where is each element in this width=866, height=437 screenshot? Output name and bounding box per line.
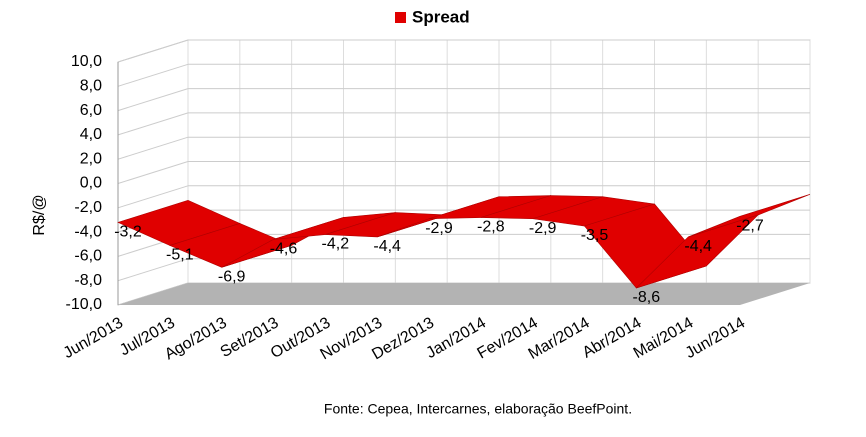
y-tick-label: -4,0	[74, 223, 102, 240]
side-grid-line	[117, 258, 189, 282]
side-grid-line	[117, 63, 189, 87]
data-label: -2,8	[477, 219, 505, 236]
legend-swatch	[395, 12, 406, 23]
y-tick-label: -6,0	[74, 248, 102, 265]
data-label: -5,1	[166, 247, 194, 264]
data-label: -4,2	[322, 236, 350, 253]
ribbon-segment	[688, 194, 811, 238]
y-tick-label: 4,0	[80, 126, 102, 143]
x-tick-label: Jun/2014	[683, 314, 749, 362]
y-tick-label: 0,0	[80, 175, 102, 192]
data-label: -3,2	[114, 224, 142, 241]
data-label: -3,5	[581, 227, 609, 244]
y-tick-label: 10,0	[71, 53, 102, 70]
side-grid-line	[117, 112, 189, 136]
data-label: -4,4	[684, 238, 712, 255]
data-label: -2,9	[425, 220, 453, 237]
y-tick-label: -8,0	[74, 272, 102, 289]
side-grid-line	[117, 136, 189, 160]
data-label: -8,6	[633, 289, 661, 306]
side-grid-line	[117, 185, 189, 209]
side-grid-line	[117, 161, 189, 184]
data-label: -4,6	[270, 241, 298, 258]
y-tick-label: -2,0	[74, 199, 102, 216]
y-tick-label: 8,0	[80, 78, 102, 95]
side-grid-line	[117, 88, 189, 112]
legend-label: Spread	[412, 7, 470, 26]
data-label: -2,9	[529, 220, 557, 237]
side-grid-line	[117, 39, 189, 63]
data-label: -6,9	[218, 269, 246, 286]
y-tick-label: -10,0	[66, 296, 103, 313]
floor	[118, 283, 810, 305]
source-note: Fonte: Cepea, Intercarnes, elaboração Be…	[324, 401, 632, 417]
y-tick-label: 2,0	[80, 150, 102, 167]
x-tick-label: Jun/2013	[61, 314, 127, 362]
data-label: -2,7	[736, 218, 764, 235]
y-tick-label: 6,0	[80, 102, 102, 119]
data-label: -4,4	[373, 238, 401, 255]
y-axis-label: R$/@	[31, 194, 48, 235]
